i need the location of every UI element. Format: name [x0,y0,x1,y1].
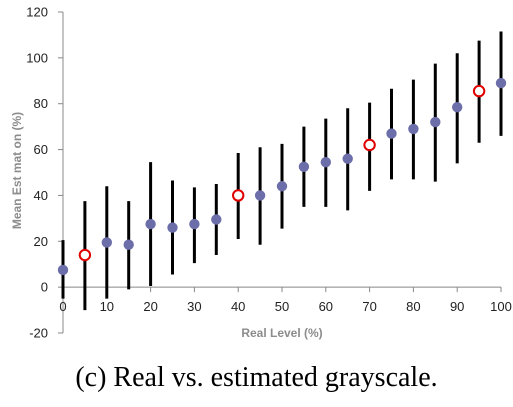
filled-data-point [452,102,462,112]
filled-data-point [211,214,221,224]
axes: -20 0 20 40 60 80 100 120 0 10 20 30 40 50 60 70 80 90 100 [26,5,512,341]
x-tick-label: 40 [231,299,245,314]
filled-data-point [167,222,177,232]
filled-data-point [255,190,265,200]
open-data-point [80,250,90,260]
x-axis-title: Real Level (%) [241,326,322,340]
y-tick-label: 40 [34,188,48,203]
y-tick-label: -20 [29,326,48,341]
open-data-point [233,190,243,200]
y-tick-label: 0 [41,280,48,295]
filled-data-point [124,240,134,250]
y-tick-label: 80 [34,96,48,111]
x-tick-label: 70 [362,299,376,314]
filled-data-point [102,237,112,247]
x-tick-label: 80 [406,299,420,314]
filled-data-point [321,157,331,167]
y-tick-label: 120 [26,5,48,20]
filled-data-point [58,265,68,275]
figure-caption: (c) Real vs. estimated grayscale. [0,362,513,394]
filled-data-point [496,78,506,88]
filled-data-point [430,117,440,127]
y-tick-label: 60 [34,142,48,157]
x-tick-label: 30 [187,299,201,314]
x-tick-label: 60 [319,299,333,314]
y-axis-title: Mean Est mat on (%) [10,112,24,229]
error-bars [63,31,501,310]
y-tick-label: 100 [26,50,48,65]
x-tick-label: 0 [59,299,66,314]
x-tick-label: 50 [275,299,289,314]
filled-data-point [299,162,309,172]
filled-data-point [386,128,396,138]
open-data-point [474,86,484,96]
x-tick-label: 90 [450,299,464,314]
scatter-chart: -20 0 20 40 60 80 100 120 0 10 20 30 40 50 60 70 80 90 100… [0,0,513,360]
x-tick-label: 10 [100,299,114,314]
filled-data-point [189,219,199,229]
x-tick-label: 20 [143,299,157,314]
x-tick-label: 100 [490,299,512,314]
filled-data-point [145,219,155,229]
filled-data-point [408,124,418,134]
filled-data-point [277,181,287,191]
filled-data-point [343,154,353,164]
open-data-point [364,140,374,150]
y-tick-label: 20 [34,234,48,249]
